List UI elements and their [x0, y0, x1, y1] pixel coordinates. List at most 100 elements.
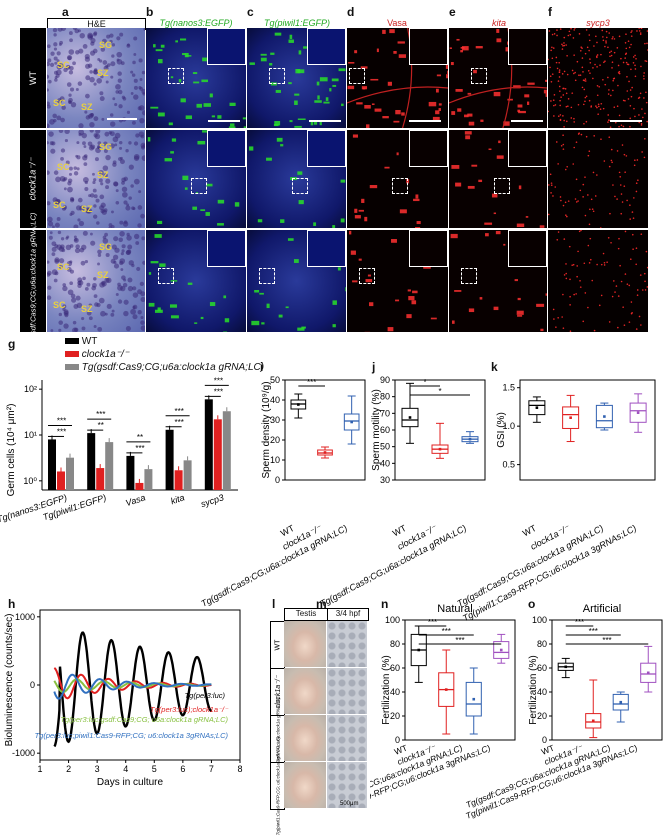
signal-dot [606, 37, 608, 39]
nucleus [51, 141, 55, 145]
signal-dot [551, 184, 553, 186]
signal-dot [564, 71, 566, 73]
signal-dot [563, 42, 565, 44]
nucleus [120, 268, 123, 271]
nucleus [76, 141, 79, 144]
signal-dot [571, 264, 573, 266]
signal-spot [212, 115, 215, 117]
signal-dot [555, 104, 557, 106]
micrograph-2-0 [247, 28, 346, 128]
signal-spot [261, 54, 267, 56]
signal-spot [370, 79, 378, 81]
signal-dot [599, 64, 601, 66]
signal-dot [558, 231, 560, 233]
n-plot-y-tick-label: 60 [390, 663, 400, 673]
category-label: WT [391, 523, 408, 539]
g-bar [105, 442, 113, 490]
nucleus [58, 320, 63, 325]
nucleus [73, 321, 77, 325]
nucleus [78, 198, 83, 203]
nucleus [132, 121, 136, 125]
nucleus [71, 102, 76, 107]
signal-line [347, 87, 448, 103]
signal-dot [592, 78, 594, 80]
signal-dot [644, 113, 646, 115]
nucleus [115, 90, 119, 94]
signal-spot [354, 50, 357, 53]
signal-dot [580, 190, 582, 192]
signal-dot [632, 234, 634, 236]
signal-dot [573, 294, 575, 296]
embryo-photo [327, 621, 367, 667]
signal-dot [548, 214, 550, 216]
col-header-sycp3: sycp3 [548, 18, 648, 28]
micrograph-2-1 [247, 130, 346, 228]
signal-spot [455, 183, 461, 187]
micrograph-texture [47, 230, 145, 332]
nucleus [52, 114, 57, 119]
nucleus [127, 244, 132, 249]
signal-dot [621, 124, 623, 126]
signal-dot [586, 95, 588, 97]
signal-dot [640, 93, 642, 95]
signal-spot [148, 137, 151, 141]
h-y-tick-label: 0 [30, 680, 35, 690]
signal-dot [572, 163, 574, 165]
signal-dot [573, 118, 575, 120]
signal-spot [158, 59, 163, 63]
scale-bar [208, 120, 240, 122]
signal-dot [619, 265, 621, 267]
nucleus [134, 79, 138, 83]
signal-spot [230, 123, 234, 126]
nucleus [106, 35, 110, 39]
signal-dot [614, 38, 616, 40]
signal-spot [447, 71, 448, 74]
j-plot-y-tick-label: 70 [380, 408, 390, 418]
roi-box [471, 68, 487, 84]
nucleus [124, 300, 129, 305]
signal-dot [633, 197, 635, 199]
g-y-tick-label: 10⁰ [23, 476, 37, 486]
nucleus [116, 189, 119, 192]
n-plot-y-tick-label: 100 [385, 615, 400, 625]
signal-dot [565, 273, 567, 275]
nucleus [61, 237, 64, 240]
signal-dot [631, 30, 633, 32]
g-bar [87, 433, 95, 490]
nucleus [86, 283, 90, 287]
micrograph-4-1 [449, 130, 547, 228]
signal-dot [562, 115, 564, 117]
signal-dot [612, 184, 614, 186]
signal-dot [626, 76, 628, 78]
signal-spot [498, 141, 500, 144]
signal-dot [595, 35, 597, 37]
signal-spot [149, 303, 155, 307]
nucleus [122, 187, 127, 192]
signal-dot [620, 58, 622, 60]
signal-spot [223, 331, 227, 332]
signal-dot [643, 78, 645, 80]
i-plot-sig-star: *** [307, 378, 316, 387]
signal-dot [574, 28, 576, 29]
col-header-vasa: Vasa [347, 18, 447, 28]
signal-dot [619, 176, 621, 178]
nucleus [134, 179, 140, 185]
signal-dot [644, 157, 646, 159]
signal-dot [566, 93, 568, 95]
signal-dot [604, 160, 606, 162]
signal-dot [611, 55, 613, 57]
nucleus [100, 311, 106, 317]
signal-spot [279, 315, 283, 318]
signal-dot [617, 327, 619, 329]
panel-f-letter: f [548, 5, 552, 19]
signal-dot [626, 155, 628, 157]
signal-dot [559, 71, 561, 73]
nucleus [62, 283, 66, 287]
signal-dot [639, 316, 641, 318]
signal-dot [563, 45, 565, 47]
signal-dot [559, 105, 561, 107]
signal-dot [550, 50, 552, 52]
signal-dot [565, 88, 567, 90]
g-bar [205, 399, 213, 490]
signal-dot [643, 72, 645, 74]
